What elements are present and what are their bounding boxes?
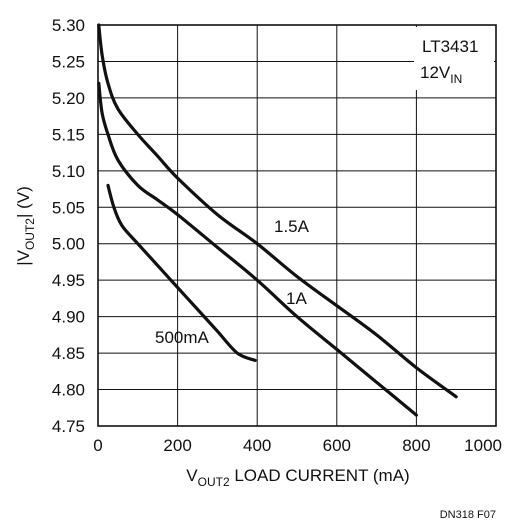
y-tick-label: 5.00 bbox=[52, 235, 85, 254]
series-label-500ma: 500mA bbox=[155, 328, 210, 347]
series-line-500ma bbox=[106, 183, 257, 362]
y-tick-label: 4.85 bbox=[52, 344, 85, 363]
y-tick-label: 5.25 bbox=[52, 52, 85, 71]
x-tick-labels: 0 200 400 600 800 1000 bbox=[93, 436, 502, 455]
annotation-line2-main: 12V bbox=[420, 63, 451, 82]
series-line-1a bbox=[97, 81, 418, 417]
y-tick-label: 4.95 bbox=[52, 271, 85, 290]
y-tick-label: 5.30 bbox=[52, 16, 85, 35]
x-tick-label: 0 bbox=[93, 436, 102, 455]
annotation-line1: LT3431 bbox=[422, 37, 478, 56]
x-tick-label: 400 bbox=[243, 436, 271, 455]
annotation-line2: 12VIN bbox=[420, 63, 462, 86]
y-axis-label-sub: OUT2 bbox=[23, 218, 37, 250]
plot-frame bbox=[97, 24, 497, 427]
y-tick-label: 5.15 bbox=[52, 125, 85, 144]
y-axis-label: |VOUT2| (V) bbox=[14, 186, 37, 266]
y-tick-labels: 4.75 4.80 4.85 4.90 4.95 5.00 5.05 5.10 5.15 5.20… bbox=[52, 16, 85, 436]
annotation-box bbox=[414, 27, 494, 90]
y-tick-label: 4.75 bbox=[52, 417, 85, 436]
y-axis-label-post: | (V) bbox=[14, 186, 33, 218]
y-tick-label: 4.90 bbox=[52, 308, 85, 327]
series-label-1-5a: 1.5A bbox=[274, 217, 310, 236]
series-layer bbox=[97, 23, 458, 417]
y-axis-label-pre: |V bbox=[14, 249, 33, 265]
x-axis-label-rest: LOAD CURRENT (mA) bbox=[230, 466, 410, 485]
series-line-1-5a bbox=[97, 23, 458, 399]
y-tick-label: 5.05 bbox=[52, 198, 85, 217]
figure-footer: DN318 F07 bbox=[440, 509, 496, 521]
x-tick-label: 1000 bbox=[464, 436, 502, 455]
x-tick-label: 800 bbox=[402, 436, 430, 455]
y-tick-label: 4.80 bbox=[52, 381, 85, 400]
y-tick-label: 5.20 bbox=[52, 89, 85, 108]
y-tick-label: 5.10 bbox=[52, 162, 85, 181]
x-axis-label: VOUT2 LOAD CURRENT (mA) bbox=[186, 466, 409, 489]
x-axis-label-sub: OUT2 bbox=[198, 475, 230, 489]
x-axis-label-main: V bbox=[186, 466, 198, 485]
annotation-line2-sub: IN bbox=[450, 72, 462, 86]
x-tick-label: 200 bbox=[163, 436, 191, 455]
x-tick-label: 600 bbox=[323, 436, 351, 455]
series-label-1a: 1A bbox=[286, 289, 307, 308]
